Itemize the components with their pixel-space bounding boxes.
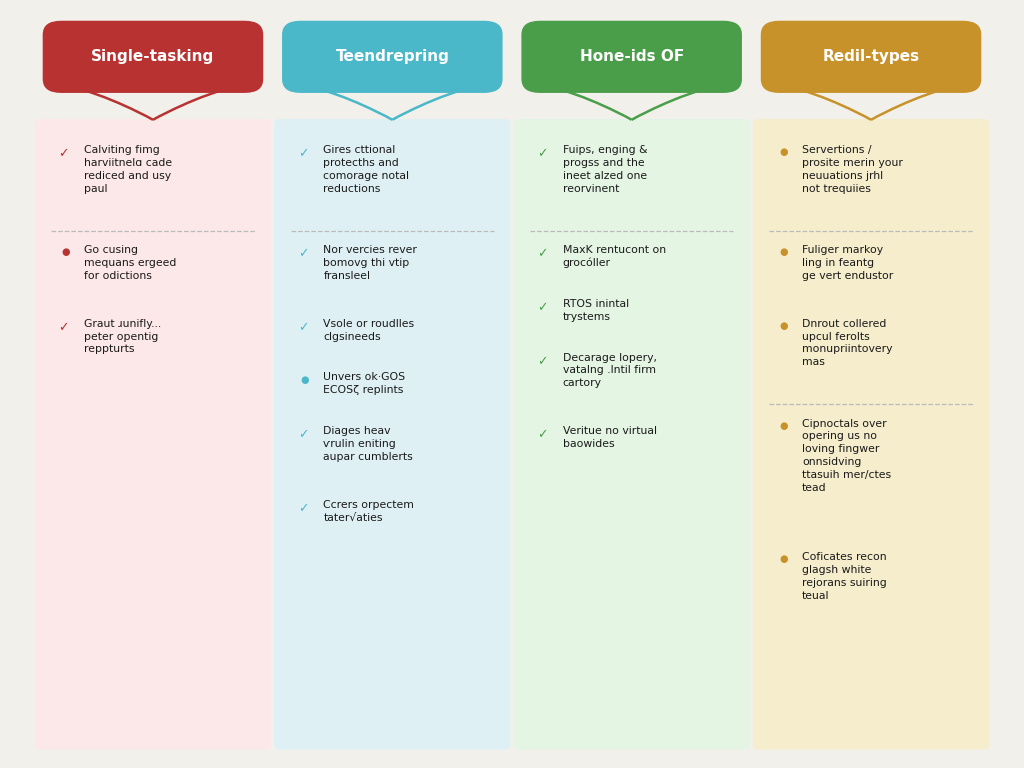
- FancyBboxPatch shape: [274, 119, 510, 750]
- Text: ●: ●: [779, 247, 788, 257]
- Text: Hone-ids OF: Hone-ids OF: [580, 49, 684, 65]
- Text: Fuliger markoy
ling in feantg
ge vert endustor: Fuliger markoy ling in feantg ge vert en…: [802, 245, 893, 280]
- FancyBboxPatch shape: [521, 21, 742, 93]
- FancyBboxPatch shape: [43, 21, 263, 93]
- Text: ✓: ✓: [538, 247, 548, 260]
- Text: ●: ●: [301, 375, 309, 385]
- Text: Fuips, enging &
progss and the
ineet alzed one
reorvinent: Fuips, enging & progss and the ineet alz…: [563, 145, 647, 194]
- Text: ●: ●: [779, 147, 788, 157]
- Text: ✓: ✓: [538, 429, 548, 442]
- Text: Dnrout collered
upcul ferolts
monupriintovery
mas: Dnrout collered upcul ferolts monupriint…: [802, 319, 893, 367]
- Text: Vsole or roudlles
clgsineeds: Vsole or roudlles clgsineeds: [324, 319, 415, 342]
- Text: ●: ●: [779, 421, 788, 431]
- Text: Decarage lopery,
vatalng .lntil firm
cartory: Decarage lopery, vatalng .lntil firm car…: [563, 353, 656, 388]
- Text: Calviting fimg
harviitnelɑ cade
rediced and usy
paul: Calviting fimg harviitnelɑ cade rediced …: [84, 145, 172, 194]
- Text: ●: ●: [779, 554, 788, 564]
- Text: ✓: ✓: [298, 247, 308, 260]
- Text: Veritue no virtual
baowides: Veritue no virtual baowides: [563, 426, 656, 449]
- FancyBboxPatch shape: [514, 119, 750, 750]
- Text: Ccrers orpectem
tater√aties: Ccrers orpectem tater√aties: [324, 500, 414, 523]
- Text: Unvers ok·GOS
ECOSζ replints: Unvers ok·GOS ECOSζ replints: [324, 372, 406, 396]
- Text: ✓: ✓: [58, 147, 69, 161]
- Text: Teendrepring: Teendrepring: [336, 49, 450, 65]
- FancyBboxPatch shape: [753, 119, 989, 750]
- Text: Cipnoctals over
opering us no
loving fingwer
onnsidving
ttasuih mer/ctes
tead: Cipnoctals over opering us no loving fin…: [802, 419, 891, 492]
- Text: ✓: ✓: [538, 355, 548, 368]
- Text: Coficates recon
glagsh white
rejorans suiring
teual: Coficates recon glagsh white rejorans su…: [802, 552, 887, 601]
- Text: ●: ●: [779, 321, 788, 331]
- Text: Graut ɹunifly...
peter opentig
reppturts: Graut ɹunifly... peter opentig reppturts: [84, 319, 161, 354]
- Text: Nor vercies rever
bomovg thi vtip
fransleel: Nor vercies rever bomovg thi vtip fransl…: [324, 245, 417, 280]
- Text: RTOS inintal
trystems: RTOS inintal trystems: [563, 299, 629, 322]
- Text: Go cusing
mequans ergeed
for odictions: Go cusing mequans ergeed for odictions: [84, 245, 176, 280]
- Text: MaxK rentucont on
grocóller: MaxK rentucont on grocóller: [563, 245, 666, 269]
- FancyBboxPatch shape: [282, 21, 503, 93]
- Text: ●: ●: [61, 247, 70, 257]
- FancyBboxPatch shape: [761, 21, 981, 93]
- Text: ✓: ✓: [298, 429, 308, 442]
- Text: ✓: ✓: [58, 321, 69, 334]
- Text: ✓: ✓: [298, 147, 308, 161]
- Text: Servertions /
prosite merin your
neuuations jrhl
not trequiies: Servertions / prosite merin your neuuati…: [802, 145, 903, 194]
- Text: Diages heav
ѵrulin eniting
aupar cumblerts: Diages heav ѵrulin eniting aupar cumbler…: [324, 426, 413, 462]
- FancyBboxPatch shape: [35, 119, 271, 750]
- Text: ✓: ✓: [298, 321, 308, 334]
- Text: ✓: ✓: [538, 147, 548, 161]
- Text: Gires cttional
protecths and
comorage notal
reductions: Gires cttional protecths and comorage no…: [324, 145, 410, 194]
- Text: ✓: ✓: [538, 301, 548, 314]
- Text: ✓: ✓: [298, 502, 308, 515]
- Text: Single-tasking: Single-tasking: [91, 49, 215, 65]
- Text: Redil-types: Redil-types: [822, 49, 920, 65]
